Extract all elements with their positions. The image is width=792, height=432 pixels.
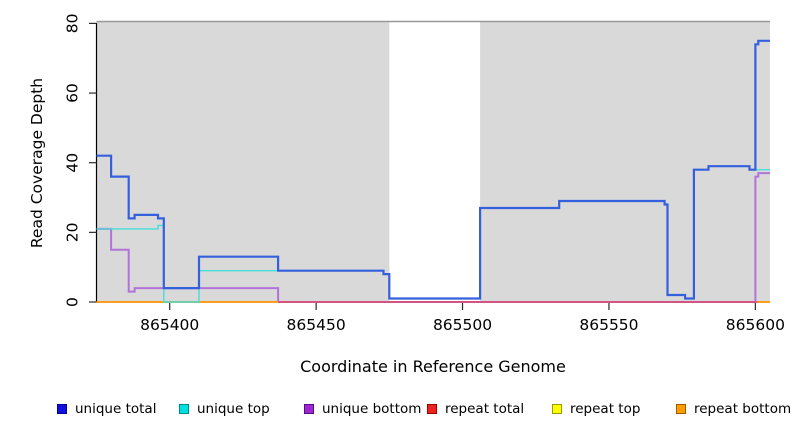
legend-label: repeat bottom <box>694 401 792 417</box>
legend-label: unique bottom <box>322 401 422 417</box>
legend-item-unique-top: unique top <box>179 401 270 417</box>
y-tick-label: 60 <box>64 83 82 103</box>
y-tick-label: 40 <box>64 153 82 173</box>
legend-item-repeat-total: repeat total <box>427 401 524 417</box>
masked-region <box>389 22 481 302</box>
legend-swatch-repeat-total <box>427 404 437 414</box>
x-tick-label: 865450 <box>287 316 346 334</box>
x-tick-label: 865500 <box>433 316 492 334</box>
legend-swatch-unique-total <box>57 404 67 414</box>
legend-label: repeat top <box>570 401 641 417</box>
x-tick-label: 865400 <box>140 316 199 334</box>
y-tick-label: 20 <box>64 222 82 242</box>
x-tick-label: 865550 <box>579 316 638 334</box>
legend-swatch-repeat-top <box>552 404 562 414</box>
y-axis-title: Read Coverage Depth <box>28 77 46 249</box>
legend-label: unique top <box>197 401 270 417</box>
legend-item-unique-total: unique total <box>57 401 156 417</box>
legend-swatch-unique-bottom <box>304 404 314 414</box>
x-tick-label: 865600 <box>726 316 785 334</box>
legend-swatch-unique-top <box>179 404 189 414</box>
legend-label: repeat total <box>445 401 525 417</box>
x-axis-title: Coordinate in Reference Genome <box>300 357 566 376</box>
y-tick-label: 80 <box>64 14 82 34</box>
legend-label: unique total <box>75 401 157 417</box>
legend-item-repeat-top: repeat top <box>552 401 640 417</box>
legend-item-repeat-bottom: repeat bottom <box>676 401 791 417</box>
series-line-unique-bottom <box>96 172 770 303</box>
y-tick-label: 0 <box>64 297 82 307</box>
series-line-unique-total <box>96 39 770 300</box>
legend-swatch-repeat-bottom <box>676 404 686 414</box>
legend-item-unique-bottom: unique bottom <box>304 401 421 417</box>
